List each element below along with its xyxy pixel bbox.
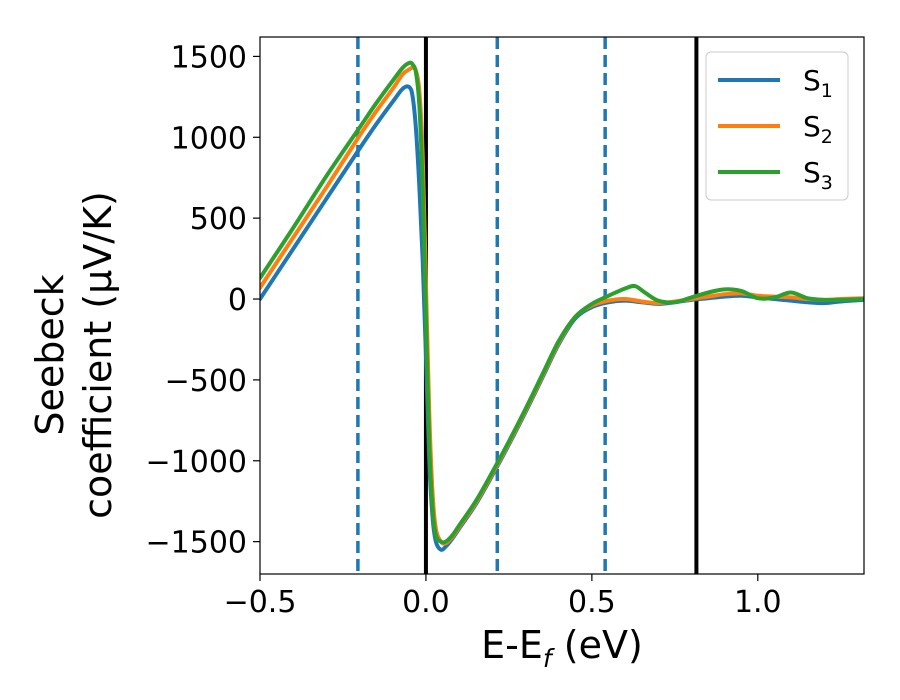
- plot-frame: [259, 36, 865, 575]
- y-tick-label: 1500: [171, 40, 247, 75]
- x-axis-title: E-Ef (eV): [481, 623, 643, 673]
- y-tick-label: −500: [165, 364, 247, 399]
- series-line-s3: [260, 60, 864, 545]
- x-tick-label: −0.5: [224, 585, 297, 620]
- y-axis-title-line2: coefficient (μV/K): [76, 191, 120, 519]
- legend-label-s1: S1: [803, 64, 833, 102]
- y-axis-ticks: 1500 1000 500 0 −500 −1000 −1500: [146, 40, 260, 561]
- y-tick-label: −1000: [146, 445, 247, 480]
- legend: S1 S2 S3: [705, 51, 849, 201]
- x-tick-label: 1.0: [734, 585, 782, 620]
- x-tick-label: 0.0: [402, 585, 450, 620]
- y-tick-label: 0: [228, 283, 247, 318]
- y-tick-label: −1500: [146, 526, 247, 561]
- data-series: [260, 60, 864, 552]
- y-tick-label: 500: [190, 202, 247, 237]
- x-axis-ticks: −0.5 0.0 0.5 1.0: [224, 574, 782, 620]
- y-axis-title: Seebeck coefficient (μV/K): [28, 191, 120, 519]
- legend-label-s3: S3: [803, 156, 833, 194]
- legend-label-s2: S2: [803, 110, 833, 148]
- y-tick-label: 1000: [171, 121, 247, 156]
- reference-lines: [356, 37, 699, 574]
- x-tick-label: 0.5: [568, 585, 616, 620]
- y-axis-title-line1: Seebeck: [28, 274, 72, 435]
